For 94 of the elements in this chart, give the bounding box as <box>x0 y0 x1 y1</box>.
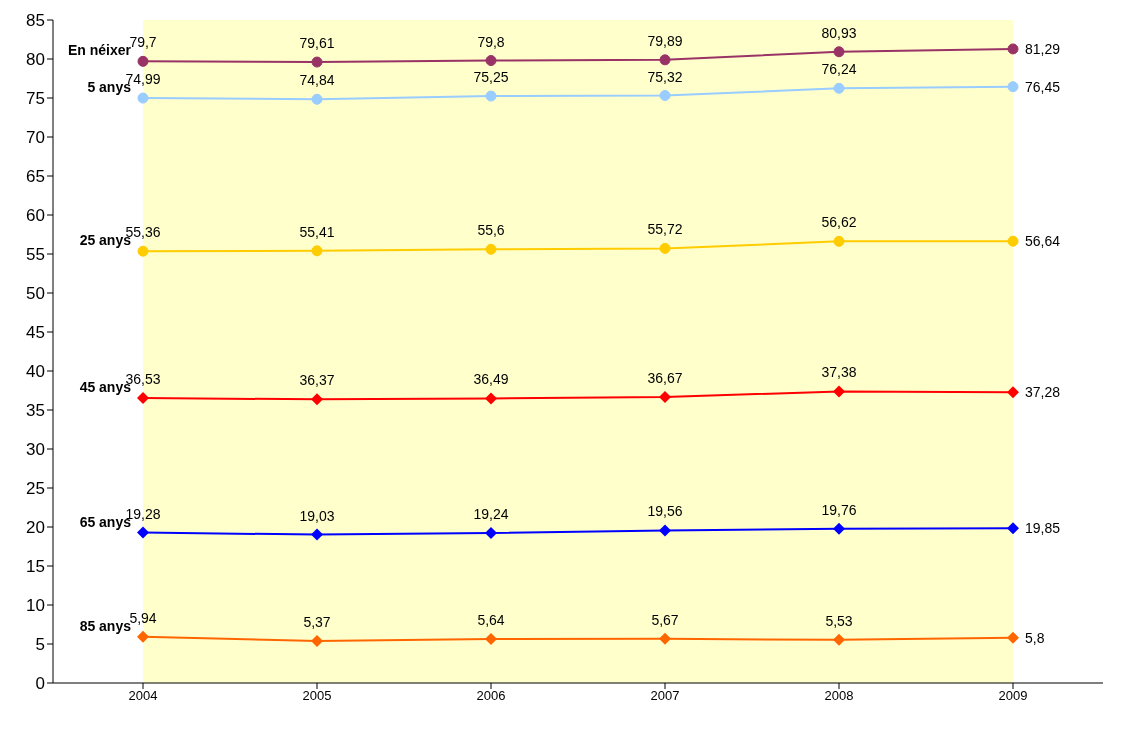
y-tick-label: 10 <box>26 596 45 616</box>
point <box>833 633 845 646</box>
point <box>311 245 323 257</box>
point <box>659 390 671 403</box>
data-label: 19,56 <box>647 503 683 520</box>
data-label: 5,67 <box>651 611 679 628</box>
point <box>833 46 845 58</box>
data-label: 75,25 <box>473 69 509 86</box>
y-tick-label: 45 <box>26 323 45 343</box>
x-tick-label: 2008 <box>824 688 854 704</box>
x-tick-label: 2005 <box>302 688 332 704</box>
x-tick-label: 2009 <box>998 688 1028 704</box>
point <box>311 528 323 541</box>
point <box>1007 43 1019 55</box>
x-tick-label: 2004 <box>128 688 158 704</box>
point <box>137 392 149 405</box>
data-label: 19,76 <box>821 501 857 518</box>
x-tick-label: 2006 <box>476 688 506 704</box>
point <box>311 56 323 68</box>
data-label: 75,32 <box>647 68 683 85</box>
y-tick-label: 0 <box>35 674 45 694</box>
y-tick-label: 15 <box>26 557 45 577</box>
point <box>485 243 497 255</box>
point <box>659 524 671 537</box>
point <box>485 392 497 405</box>
point <box>137 92 149 104</box>
y-tick-label: 65 <box>26 167 45 187</box>
point <box>659 242 671 254</box>
data-label: 79,61 <box>299 35 335 52</box>
point <box>485 526 497 539</box>
point <box>833 82 845 94</box>
point <box>1007 386 1019 399</box>
y-tick-label: 40 <box>26 362 45 382</box>
data-label: 36,37 <box>299 372 335 389</box>
data-label: 79,89 <box>647 32 683 49</box>
point <box>659 54 671 66</box>
data-label: 79,8 <box>477 33 505 50</box>
data-label: 76,24 <box>821 61 857 78</box>
data-label: 5,64 <box>477 612 505 629</box>
point <box>1007 81 1019 93</box>
point <box>485 55 497 67</box>
data-label: 19,85 <box>1025 520 1061 537</box>
data-label: 37,28 <box>1025 384 1061 401</box>
data-label: 56,62 <box>821 214 857 231</box>
point <box>833 522 845 535</box>
data-label: 36,49 <box>473 371 509 388</box>
point <box>137 526 149 539</box>
data-label: 5,94 <box>129 609 157 626</box>
x-tick-label: 2007 <box>650 688 680 704</box>
data-label: 76,45 <box>1025 78 1061 95</box>
data-label: 19,03 <box>299 507 335 524</box>
point <box>137 630 149 643</box>
y-tick-label: 80 <box>26 50 45 70</box>
point <box>137 245 149 257</box>
y-tick-label: 50 <box>26 284 45 304</box>
data-label: 5,8 <box>1025 629 1045 646</box>
data-label: 19,24 <box>473 505 509 522</box>
point <box>311 93 323 105</box>
data-label: 79,7 <box>129 34 157 51</box>
y-tick-label: 75 <box>26 89 45 109</box>
data-label: 5,37 <box>303 614 331 631</box>
point <box>485 90 497 102</box>
data-label: 56,64 <box>1025 233 1061 250</box>
data-label: 74,84 <box>299 72 335 89</box>
point <box>311 635 323 648</box>
y-tick-label: 85 <box>26 11 45 31</box>
point <box>833 235 845 247</box>
y-tick-label: 55 <box>26 245 45 265</box>
y-tick-label: 70 <box>26 128 45 148</box>
point <box>485 633 497 646</box>
data-label: 80,93 <box>821 24 857 41</box>
point <box>137 55 149 67</box>
y-tick-label: 20 <box>26 518 45 538</box>
y-tick-label: 60 <box>26 206 45 226</box>
data-label: 55,72 <box>647 221 683 238</box>
point <box>659 90 671 101</box>
y-tick-label: 5 <box>35 635 45 655</box>
data-label: 37,38 <box>821 364 857 381</box>
point <box>659 632 671 645</box>
point <box>1007 631 1019 644</box>
point <box>1007 522 1019 535</box>
series-label: En néixer <box>67 42 132 59</box>
data-label: 5,53 <box>825 612 853 629</box>
data-label: 36,67 <box>647 369 683 386</box>
data-label: 81,29 <box>1025 40 1061 57</box>
point <box>311 393 323 406</box>
data-label: 19,28 <box>125 505 161 522</box>
data-label: 55,41 <box>299 223 335 240</box>
point <box>1007 235 1019 247</box>
y-tick-label: 35 <box>26 401 45 421</box>
y-tick-label: 30 <box>26 440 45 460</box>
y-tick-label: 25 <box>26 479 45 499</box>
point <box>833 385 845 398</box>
data-label: 55,6 <box>477 222 505 239</box>
